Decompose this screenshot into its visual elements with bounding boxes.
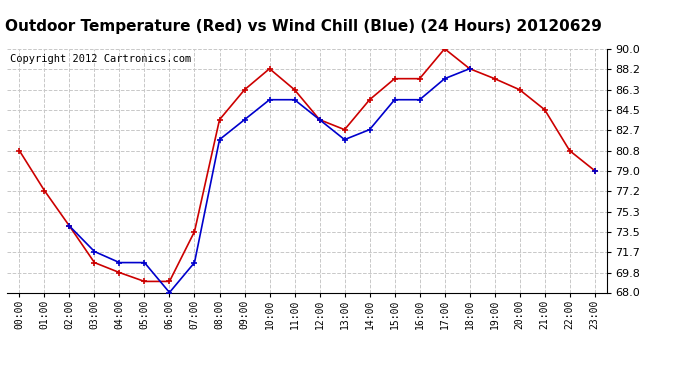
- Text: Copyright 2012 Cartronics.com: Copyright 2012 Cartronics.com: [10, 54, 191, 64]
- Text: Outdoor Temperature (Red) vs Wind Chill (Blue) (24 Hours) 20120629: Outdoor Temperature (Red) vs Wind Chill …: [5, 19, 602, 34]
